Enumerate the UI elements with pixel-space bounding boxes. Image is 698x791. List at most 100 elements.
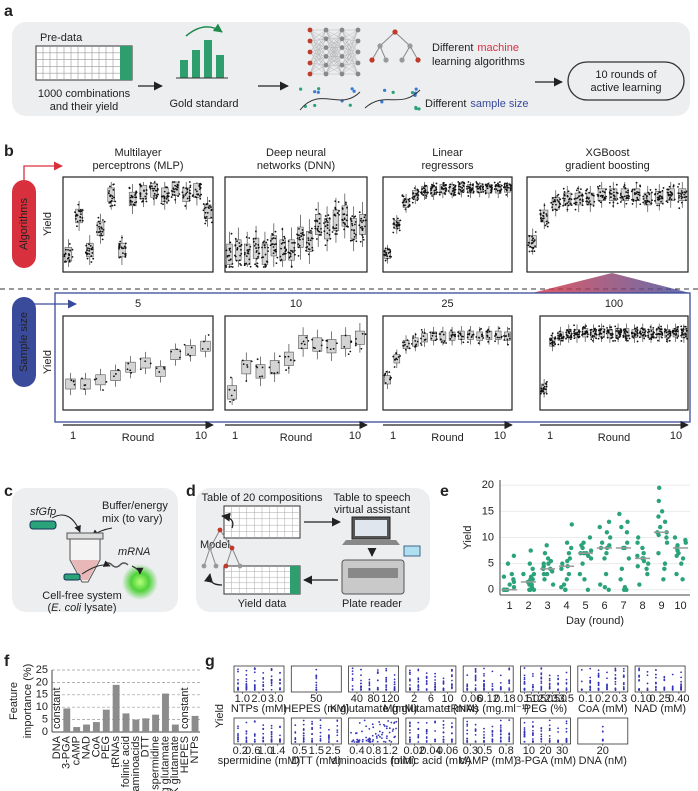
dot (351, 239, 354, 242)
dot (112, 188, 115, 191)
dot (407, 205, 410, 208)
dot (639, 203, 642, 206)
dot-texture (483, 731, 485, 733)
dot-texture (417, 680, 420, 683)
dot (324, 215, 327, 217)
dot (466, 333, 469, 336)
point (635, 564, 640, 569)
dot (411, 201, 414, 204)
nn-edge (309, 62, 327, 66)
dot (244, 251, 246, 254)
reg-curve (299, 91, 361, 111)
dot-texture (466, 688, 469, 690)
dot-texture (434, 672, 436, 675)
dot-texture (374, 732, 377, 735)
dot (404, 343, 406, 346)
dot (479, 188, 482, 191)
dot (659, 195, 662, 197)
dot (469, 186, 472, 189)
dot-texture (328, 741, 330, 743)
dot (493, 181, 496, 184)
dot (69, 249, 71, 252)
dot-texture (483, 737, 485, 739)
bar (152, 714, 160, 732)
dot (620, 195, 623, 198)
dot (274, 230, 277, 233)
dot (668, 185, 671, 188)
dot (533, 250, 536, 253)
dot-texture (508, 681, 511, 684)
nn-edge (341, 38, 359, 53)
laptop-screen-inner (355, 520, 387, 536)
dot (117, 369, 120, 372)
dot (355, 240, 358, 243)
dot (559, 332, 562, 335)
dot (447, 190, 450, 192)
dot (639, 331, 641, 334)
dot-texture (311, 733, 313, 736)
dot (119, 240, 122, 243)
dot (89, 244, 92, 247)
dot (493, 188, 496, 190)
dot (440, 341, 443, 343)
dot-texture (474, 671, 477, 673)
dot (163, 190, 166, 193)
dot (184, 205, 187, 207)
reg-dot (414, 87, 418, 91)
dot (307, 339, 310, 342)
nn-edge (341, 62, 359, 66)
dot-texture (270, 688, 273, 691)
nn-node (339, 27, 345, 33)
algorithm-title: Deep neural (266, 147, 326, 159)
dot (208, 204, 211, 207)
dot (562, 197, 564, 200)
dot-texture (622, 670, 625, 673)
dot (570, 193, 573, 195)
box (306, 231, 313, 253)
dot (608, 201, 611, 204)
dot-texture (385, 686, 388, 689)
dot (86, 253, 89, 256)
dot (290, 266, 293, 268)
y-tick-label: 20 (482, 479, 494, 491)
dot (648, 330, 651, 333)
box (118, 242, 126, 258)
dot (364, 333, 367, 336)
dot (610, 328, 613, 331)
dot (334, 227, 336, 230)
dot (539, 212, 542, 215)
dot (315, 208, 318, 211)
point (511, 577, 516, 582)
dot (444, 183, 447, 186)
dot (246, 249, 249, 252)
dot (200, 193, 203, 196)
dot (539, 392, 542, 395)
text-span: lysate) (84, 602, 116, 614)
dot (449, 183, 452, 186)
dot (154, 185, 157, 188)
dot (284, 250, 287, 253)
dot (570, 334, 572, 337)
dot-texture (646, 682, 649, 685)
dot (432, 184, 434, 187)
dot-texture (597, 682, 600, 685)
dot (609, 192, 611, 195)
dot (431, 195, 434, 197)
dot (486, 334, 489, 337)
dot-texture (365, 725, 368, 728)
dot-texture (474, 741, 477, 743)
dot (326, 221, 329, 224)
dot (186, 188, 189, 191)
dot (187, 353, 190, 356)
dot (390, 255, 392, 258)
dot (616, 330, 619, 332)
dot (210, 208, 213, 211)
nn-node (339, 71, 345, 77)
box (155, 366, 166, 377)
dot (178, 356, 181, 359)
gold-arrow (185, 23, 223, 37)
dot-texture (499, 726, 502, 729)
dot (204, 217, 207, 220)
x-tick-label: 1.0 (524, 693, 539, 705)
y-axis-title: Feature (8, 682, 20, 720)
